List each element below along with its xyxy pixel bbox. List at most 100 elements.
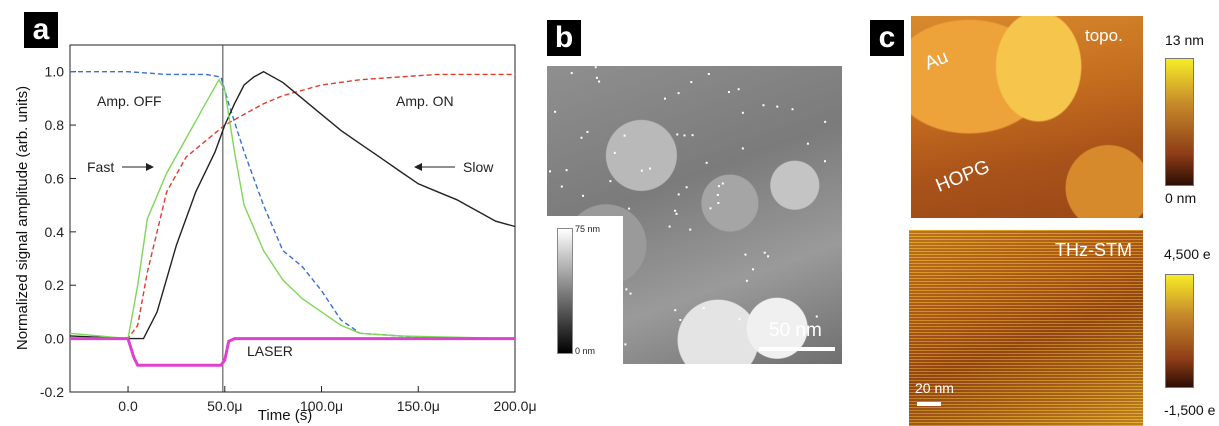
speckle xyxy=(663,97,666,100)
speckle xyxy=(690,81,693,84)
speckle xyxy=(737,88,740,91)
panel-a: a Normalized signal amplitude (arb. unit… xyxy=(0,0,540,426)
colorbar-topo-min: 0 nm xyxy=(1165,190,1197,206)
speckle xyxy=(676,133,679,136)
speckle xyxy=(565,169,568,172)
speckle xyxy=(677,92,680,95)
speckle xyxy=(717,202,720,205)
speckle xyxy=(752,268,755,271)
chart-a: Normalized signal amplitude (arb. units)… xyxy=(14,44,537,424)
speckle xyxy=(623,134,626,137)
series-line-2 xyxy=(69,70,516,340)
y-tick-label: 1.0 xyxy=(45,64,65,80)
topo-label: topo. xyxy=(1085,26,1123,45)
grayscale-legend: 75 nm 0 nm xyxy=(547,216,623,364)
speckle xyxy=(717,185,720,188)
y-tick-label: 0.8 xyxy=(45,117,65,133)
speckle xyxy=(705,161,708,164)
arrowhead-slow xyxy=(414,163,422,171)
annotation-laser: LASER xyxy=(247,343,293,359)
x-tick-label: 100.0μ xyxy=(300,398,343,414)
speckle xyxy=(745,279,748,282)
speckle xyxy=(721,182,724,185)
hopg-label: HOPG xyxy=(932,156,993,197)
speckle xyxy=(640,169,643,172)
plot-frame xyxy=(69,44,516,393)
speckle xyxy=(762,104,765,107)
speckle xyxy=(702,306,705,309)
scale-top-label: 75 nm xyxy=(575,224,601,234)
speckle xyxy=(683,134,686,137)
speckle xyxy=(689,228,692,231)
y-tick-label: 0.2 xyxy=(45,277,65,293)
speckle xyxy=(674,209,677,212)
annotation-amp-off: Amp. OFF xyxy=(97,93,162,109)
au-label: Au xyxy=(921,46,952,75)
y-tick-label: -0.2 xyxy=(40,384,64,400)
speckle xyxy=(727,91,730,94)
speckle xyxy=(580,136,583,139)
speckle xyxy=(691,134,694,137)
speckle xyxy=(628,207,631,210)
x-tick-label: 50.0μ xyxy=(207,398,242,414)
speckle xyxy=(741,111,744,114)
afm-image-b: 75 nm 0 nm 50 nm xyxy=(547,66,842,364)
speckle xyxy=(685,186,688,189)
speckle xyxy=(741,147,744,150)
panel-letter-c: c xyxy=(870,20,904,56)
series-line-1 xyxy=(70,73,515,340)
y-tick-label: 0.0 xyxy=(45,331,65,347)
speckle xyxy=(582,194,585,197)
speckle xyxy=(709,207,712,210)
scalebar-b xyxy=(759,347,835,351)
y-axis-label: Normalized signal amplitude (arb. units) xyxy=(14,86,31,350)
arrowhead-fast xyxy=(146,163,154,171)
speckle xyxy=(744,253,747,256)
speckle xyxy=(707,72,710,75)
speckle xyxy=(594,66,597,69)
x-tick-label: 150.0μ xyxy=(397,398,440,414)
speckle xyxy=(767,255,770,258)
speckle xyxy=(613,151,616,154)
colorbar-thz xyxy=(1165,274,1194,388)
annotation-fast: Fast xyxy=(87,159,114,175)
speckle xyxy=(776,105,779,108)
speckle xyxy=(625,288,628,291)
colorbar-thz-max: 4,500 e xyxy=(1164,246,1211,262)
speckle xyxy=(609,180,612,183)
thz-stm-image: THz-STM 20 nm xyxy=(909,230,1143,426)
speckle xyxy=(815,315,818,318)
scalebar-label-b: 50 nm xyxy=(769,320,822,341)
series-line-0 xyxy=(70,70,515,340)
topography-image: Au HOPG topo. xyxy=(911,16,1143,218)
x-axis-label: Time (s) xyxy=(258,407,312,424)
y-tick-label: 0.4 xyxy=(45,224,65,240)
annotation-amp-on: Amp. ON xyxy=(396,93,454,109)
x-tick-label: 200.0μ xyxy=(493,398,536,414)
panel-letter-b: b xyxy=(547,20,581,56)
speckle xyxy=(668,225,671,228)
thz-stm-label: THz-STM xyxy=(1055,240,1132,260)
speckle xyxy=(824,160,827,163)
speckle xyxy=(648,167,651,170)
series-line-3 xyxy=(69,78,516,340)
grayscale-bar xyxy=(557,228,573,354)
speckle xyxy=(554,110,557,113)
speckle xyxy=(677,193,680,196)
y-tick-label: 0.6 xyxy=(45,170,65,186)
speckle xyxy=(675,212,678,215)
annotation-slow: Slow xyxy=(463,159,494,175)
panel-letter-a: a xyxy=(24,12,58,48)
series-line-4 xyxy=(70,337,515,367)
speckle xyxy=(679,318,682,321)
colorbar-thz-min: -1,500 e xyxy=(1164,402,1216,418)
x-tick-label: 0.0 xyxy=(118,398,138,414)
speckle xyxy=(824,120,827,123)
speckle xyxy=(624,343,627,346)
speckle xyxy=(595,76,598,79)
speckle xyxy=(763,251,766,254)
speckle xyxy=(586,130,589,133)
colorbar-topo xyxy=(1165,58,1194,186)
speckle xyxy=(570,72,573,75)
scale-bottom-label: 0 nm xyxy=(575,346,596,356)
